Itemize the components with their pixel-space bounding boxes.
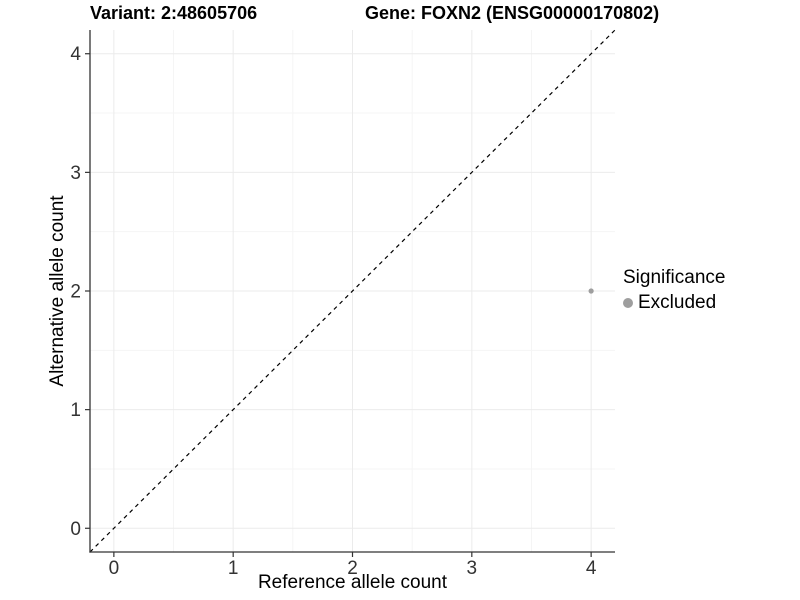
x-tick-label: 3 <box>467 558 478 579</box>
data-point <box>588 288 594 294</box>
legend-title: Significance <box>623 267 726 288</box>
x-tick-label: 4 <box>586 558 597 579</box>
x-tick-label: 2 <box>347 558 358 579</box>
plot-title-gene: Gene: FOXN2 (ENSG00000170802) <box>365 3 660 23</box>
x-axis-title: Reference allele count <box>257 572 448 593</box>
y-axis-title: Alternative allele count <box>47 195 68 387</box>
identity-line <box>89 29 616 553</box>
plot-title-variant: Variant: 2:48605706 <box>90 3 258 23</box>
legend-point-icon <box>623 298 633 308</box>
y-tick-label: 2 <box>70 282 81 303</box>
legend-entry-excluded: Excluded <box>623 292 725 314</box>
y-tick-label: 3 <box>70 163 81 184</box>
legend-entry-label: Excluded <box>638 292 717 313</box>
x-tick-label: 1 <box>228 558 239 579</box>
legend: Significance Excluded <box>623 266 725 314</box>
y-tick-label: 4 <box>70 44 81 65</box>
y-tick-label: 1 <box>70 400 81 421</box>
x-tick-label: 0 <box>109 558 120 579</box>
y-tick-label: 0 <box>70 519 81 540</box>
